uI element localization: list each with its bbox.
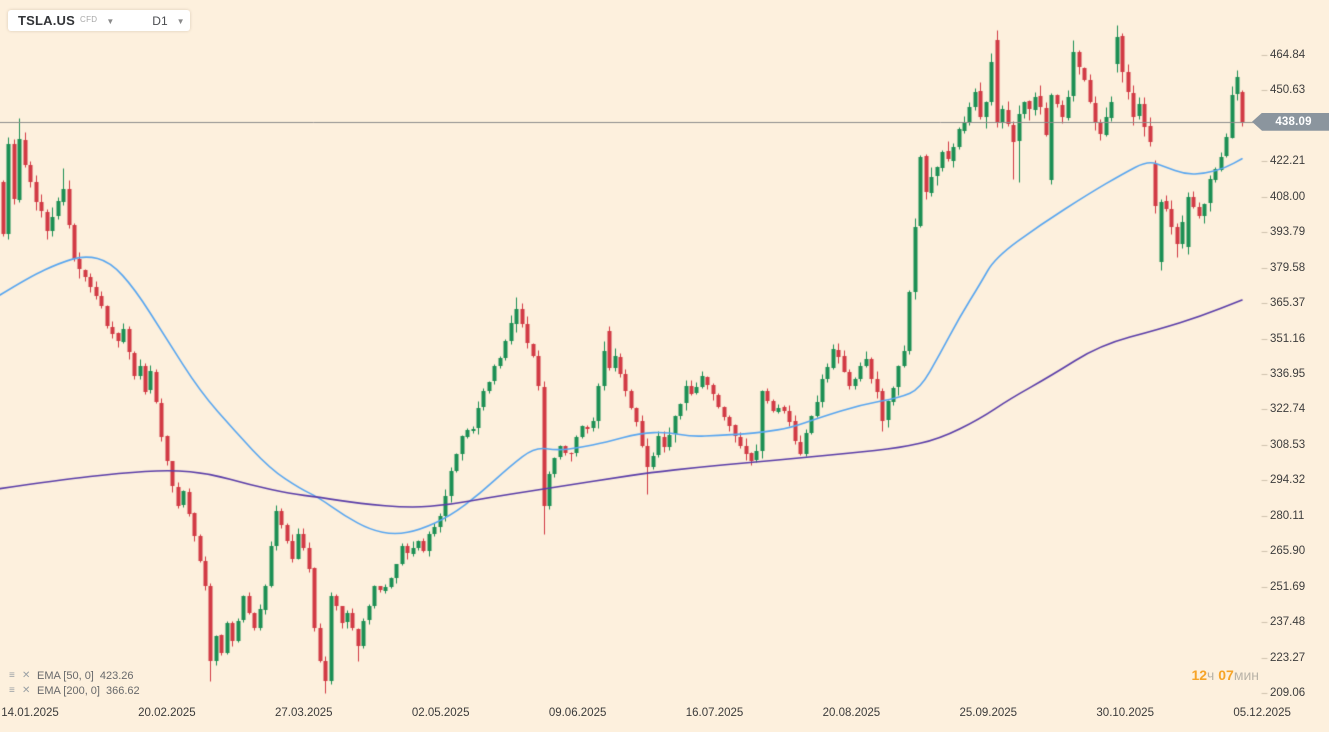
- countdown-hours-unit: ч: [1207, 667, 1215, 683]
- timeframe-selector[interactable]: D1 ▼: [152, 14, 184, 28]
- date-tick-label: 20.08.2025: [822, 707, 881, 719]
- countdown-hours: 12: [1191, 667, 1208, 683]
- countdown-minutes-unit: мин: [1233, 667, 1259, 683]
- price-tick-label: 408.00: [1270, 190, 1306, 203]
- price-tick-label: 209.06: [1270, 687, 1306, 699]
- indicator-settings-icon[interactable]: ≡: [9, 684, 15, 696]
- timeframe-value: D1: [152, 13, 168, 28]
- indicator-row-ema200: ≡ ✕ EMA [200, 0] 366.62: [9, 683, 140, 698]
- price-tick-label: 237.48: [1270, 616, 1306, 629]
- price-tick-label: 265.90: [1270, 545, 1306, 558]
- chart-toolbar: TSLA.US CFD ▼ D1 ▼: [8, 10, 190, 31]
- price-tick-label: 223.27: [1270, 651, 1306, 664]
- indicator-label: EMA [50, 0]: [37, 669, 94, 682]
- price-tick-label: 393.79: [1270, 226, 1306, 239]
- indicator-close-icon[interactable]: ✕: [22, 669, 31, 681]
- time-axis[interactable]: 14.01.2025 20.02.2025 27.03.2025 02.05.2025…: [0, 703, 1329, 732]
- price-tick-label: 280.11: [1270, 509, 1305, 522]
- date-tick-label: 14.01.2025: [1, 707, 59, 719]
- current-price-badge: 438.09: [1252, 112, 1329, 131]
- price-tick-label: 294.32: [1270, 474, 1306, 487]
- price-tick-label: 336.95: [1270, 368, 1306, 380]
- price-tick-label: 308.53: [1270, 438, 1306, 451]
- date-tick-label: 02.05.2025: [411, 707, 470, 719]
- indicator-row-ema50: ≡ ✕ EMA [50, 0] 423.26: [9, 668, 140, 683]
- symbol-name: TSLA.US: [18, 13, 76, 28]
- indicator-settings-icon[interactable]: ≡: [9, 669, 15, 681]
- timeframe-dropdown-caret-icon: ▼: [176, 16, 185, 26]
- date-tick-label: 09.06.2025: [548, 707, 607, 719]
- indicator-legend: ≡ ✕ EMA [50, 0] 423.26 ≡ ✕ EMA [200, 0] …: [9, 668, 140, 698]
- market-type-badge: CFD: [80, 14, 98, 24]
- candle-countdown: 12ч 07мин: [1191, 667, 1259, 683]
- date-tick-label: 30.10.2025: [1096, 707, 1154, 719]
- symbol-selector[interactable]: TSLA.US CFD ▼: [18, 13, 114, 28]
- date-tick-label: 16.07.2025: [685, 707, 744, 719]
- indicator-value: 423.26: [99, 669, 134, 682]
- price-tick-label: 450.63: [1270, 84, 1306, 97]
- indicator-label: EMA [200, 0]: [37, 684, 100, 697]
- price-tick-label: 379.58: [1270, 261, 1306, 274]
- indicator-value: 366.62: [105, 684, 140, 697]
- date-tick-label: 25.09.2025: [959, 707, 1018, 719]
- price-tick-label: 351.16: [1270, 332, 1306, 345]
- date-tick-label: 05.12.2025: [1233, 707, 1291, 719]
- date-tick-label: 27.03.2025: [275, 707, 333, 719]
- date-tick-label: 20.02.2025: [138, 707, 196, 719]
- indicator-close-icon[interactable]: ✕: [22, 684, 31, 696]
- symbol-dropdown-caret-icon: ▼: [106, 16, 115, 26]
- price-tick-label: 322.74: [1270, 403, 1306, 416]
- price-tick-label: 464.84: [1270, 49, 1306, 61]
- price-tick-label: 365.37: [1270, 297, 1306, 310]
- countdown-minutes: 07: [1218, 667, 1234, 683]
- current-price-value: 438.09: [1275, 115, 1312, 128]
- price-tick-label: 251.69: [1270, 580, 1306, 593]
- price-tick-label: 422.21: [1270, 155, 1306, 168]
- price-axis[interactable]: 464.84 450.63 422.21 408.00 393.79 379.58 365.…: [1262, 0, 1329, 732]
